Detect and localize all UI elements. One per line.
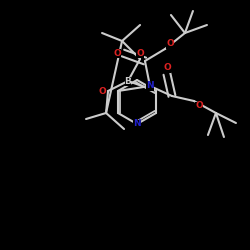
Text: O: O — [98, 86, 106, 96]
Text: O: O — [163, 64, 171, 72]
Text: O: O — [166, 40, 174, 48]
Text: N: N — [146, 82, 154, 90]
Text: O: O — [136, 48, 144, 58]
Text: B: B — [124, 76, 132, 86]
Text: O: O — [195, 102, 203, 110]
Text: O: O — [113, 48, 121, 58]
Text: N: N — [133, 120, 141, 128]
